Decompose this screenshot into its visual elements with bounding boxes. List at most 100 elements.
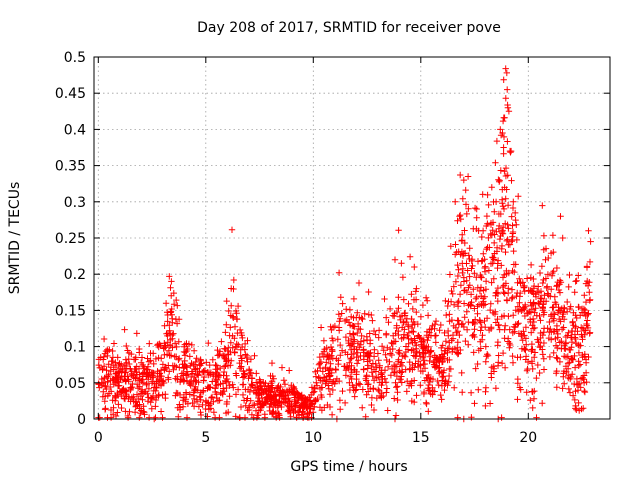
data-point [118, 404, 125, 412]
data-point [270, 399, 277, 406]
data-point [464, 267, 471, 274]
data-point [577, 384, 584, 391]
data-point [270, 375, 277, 382]
x-tick-label: 5 [201, 430, 210, 446]
data-point [410, 318, 417, 326]
data-point [497, 232, 504, 240]
data-point [244, 337, 251, 344]
data-point [562, 333, 570, 341]
data-point [410, 328, 417, 336]
data-point [394, 383, 401, 390]
data-point [213, 362, 220, 369]
data-point [523, 389, 530, 396]
data-point [449, 290, 456, 298]
data-point [581, 388, 589, 396]
data-point [485, 201, 492, 209]
data-point [413, 308, 420, 316]
data-point [452, 278, 460, 285]
data-point [378, 394, 385, 401]
data-point [216, 348, 224, 355]
data-point [449, 335, 457, 342]
data-point [370, 385, 377, 393]
data-point [360, 337, 367, 344]
data-point [318, 384, 325, 391]
data-point [225, 351, 232, 358]
data-point [544, 283, 551, 290]
data-point [545, 334, 553, 342]
data-point [504, 86, 511, 93]
data-point [123, 342, 130, 350]
data-point [500, 76, 507, 83]
data-point [504, 104, 512, 111]
data-point [229, 381, 236, 388]
data-point [481, 317, 488, 325]
data-point [432, 339, 439, 346]
data-point [471, 320, 479, 328]
data-point [345, 319, 353, 326]
data-point [540, 339, 548, 347]
data-point [400, 318, 407, 325]
data-point [327, 343, 335, 351]
data-point [474, 310, 481, 317]
data-point [452, 198, 459, 205]
data-point [197, 411, 205, 419]
data-point [151, 384, 158, 391]
data-point [162, 343, 169, 351]
data-point [422, 294, 430, 301]
data-point [573, 277, 580, 284]
data-point [415, 358, 422, 365]
data-point [465, 341, 472, 348]
data-point [408, 347, 415, 354]
data-point [350, 295, 358, 303]
data-point [105, 390, 113, 397]
data-point [446, 271, 454, 278]
data-point [471, 204, 479, 212]
data-point [456, 213, 463, 220]
data-point [297, 404, 304, 411]
data-point [530, 395, 538, 402]
data-point [454, 350, 461, 358]
data-point [228, 302, 235, 309]
data-point [326, 403, 334, 411]
data-point [210, 409, 218, 416]
data-point [370, 377, 378, 384]
data-point [524, 358, 532, 366]
data-point [375, 386, 382, 393]
data-point [368, 401, 375, 409]
data-point [240, 397, 248, 404]
data-point [395, 375, 403, 383]
data-point [483, 245, 490, 253]
data-point [458, 237, 466, 244]
data-point [505, 108, 513, 115]
data-point [384, 363, 392, 370]
data-point [551, 299, 559, 306]
data-point [566, 305, 574, 313]
data-point [566, 359, 573, 366]
data-point [355, 357, 362, 364]
data-point [571, 364, 579, 371]
data-point [103, 367, 110, 374]
data-point [463, 260, 470, 267]
data-point [368, 363, 375, 371]
data-point [132, 354, 139, 361]
data-point [524, 365, 531, 373]
data-point [577, 312, 584, 319]
data-point [376, 362, 383, 369]
data-point [402, 348, 410, 356]
data-point [529, 315, 537, 323]
axis-ticks [94, 56, 610, 420]
data-point [392, 412, 400, 419]
data-point [553, 283, 560, 290]
data-point [487, 230, 494, 238]
data-point [148, 405, 155, 412]
data-point [509, 228, 517, 236]
data-point [333, 355, 340, 362]
data-point [552, 335, 559, 342]
data-point [165, 347, 173, 354]
data-point [163, 351, 171, 358]
data-point [328, 411, 336, 418]
data-point [187, 382, 194, 389]
data-point [180, 394, 188, 401]
data-point [494, 297, 501, 305]
data-point [571, 380, 578, 388]
